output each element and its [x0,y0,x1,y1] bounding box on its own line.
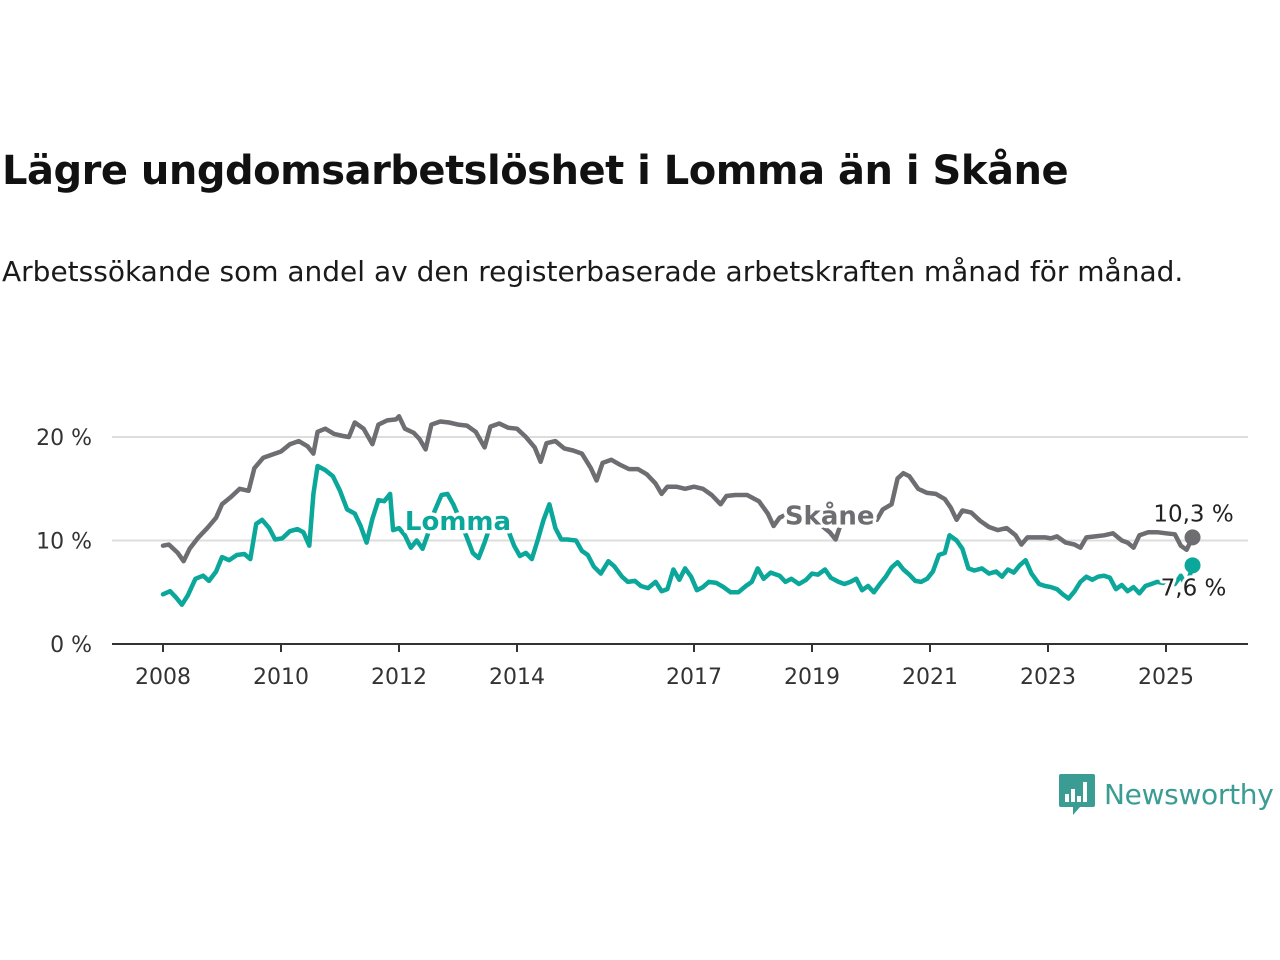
y-tick-label: 20 % [36,426,92,451]
lomma-series-line [160,463,1195,607]
series-labels: Skåne 10,3 % Lomma 7,6 % [401,496,1236,604]
series-lines [160,414,1201,607]
x-tick-label: 2012 [371,665,427,690]
x-tick-label: 2023 [1020,665,1076,690]
y-axis-ticks: 0 % 10 % 20 % [36,426,92,658]
x-tick-label: 2017 [666,665,722,690]
skane-end-value-label: 10,3 % [1153,501,1233,527]
lomma-end-value-label: 7,6 % [1161,575,1227,601]
x-axis: 2008 2010 2012 2014 2017 2019 2021 2023 2025 [112,643,1248,690]
newsworthy-logo: Newsworthy [1058,772,1274,816]
x-tick-label: 2008 [135,665,191,690]
x-tick-label: 2014 [489,665,545,690]
chart-subtitle: Arbetssökande som andel av den registerb… [2,255,1184,288]
skane-end-point [1184,529,1201,546]
gridlines [112,436,1248,542]
brand-name: Newsworthy [1104,777,1274,811]
y-tick-label: 0 % [50,633,92,658]
x-tick-label: 2025 [1138,665,1194,690]
x-tick-label: 2021 [902,665,958,690]
bar-chart-speech-bubble-icon [1059,774,1095,815]
lomma-end-point [1184,557,1201,574]
chart-title: Lägre ungdomsarbetslöshet i Lomma än i S… [2,148,1069,194]
y-tick-label: 10 % [36,530,92,555]
x-tick-label: 2019 [784,665,840,690]
skane-series-label: Skåne [785,500,875,532]
lomma-series-label: Lomma [405,507,511,537]
x-tick-label: 2010 [253,665,309,690]
skane-series-line [160,414,1195,564]
